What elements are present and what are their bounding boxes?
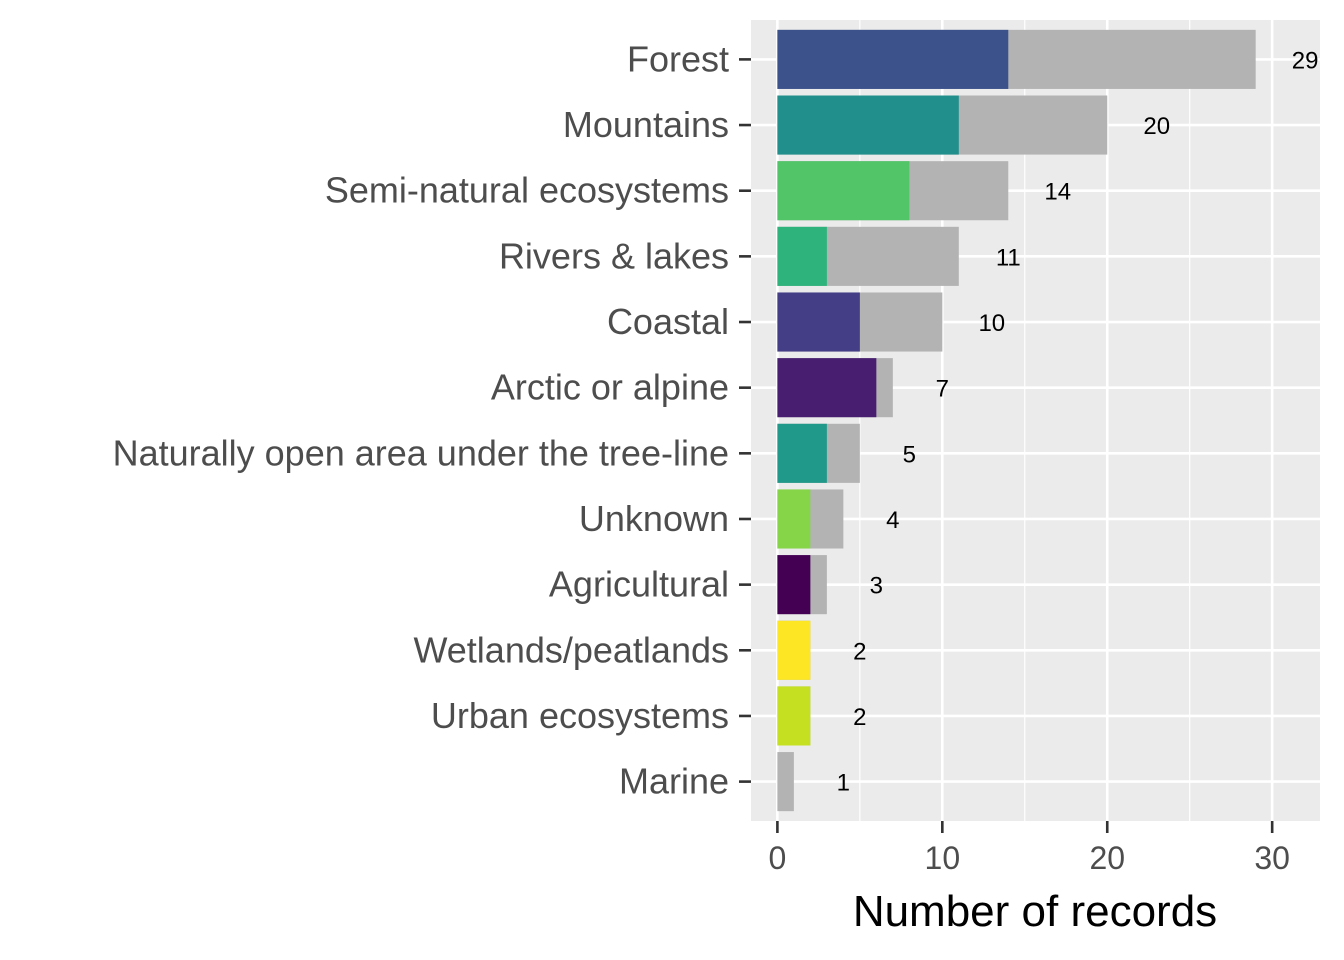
bar-highlight [777,423,827,483]
data-label: 14 [1044,179,1071,206]
bar-highlight [777,358,877,418]
data-label: 20 [1143,113,1170,140]
bar-highlight [777,620,811,680]
x-tick-label: 20 [1089,840,1125,876]
data-label: 4 [886,507,899,534]
data-label: 29 [1292,47,1319,74]
category-label: Unknown [579,498,729,539]
category-label: Arctic or alpine [491,367,729,408]
data-label: 5 [903,441,916,468]
data-label: 1 [837,770,850,797]
category-label: Rivers & lakes [499,235,729,276]
category-label: Urban ecosystems [431,695,729,736]
bar-highlight [777,292,860,352]
x-tick-label: 0 [768,840,786,876]
data-label: 10 [978,310,1005,337]
bar-highlight [777,226,827,286]
category-label: Mountains [563,104,729,145]
data-label: 3 [870,573,883,600]
bar-highlight [777,555,811,615]
category-label: Semi-natural ecosystems [325,170,729,211]
x-tick-label: 10 [925,840,961,876]
data-label: 2 [853,638,866,665]
category-label: Agricultural [549,564,729,605]
category-label: Wetlands/peatlands [413,629,729,670]
data-label: 7 [936,376,949,403]
bars [777,29,1256,812]
bar-highlight [777,686,811,746]
category-label: Forest [627,38,729,79]
x-axis-title: Number of records [853,887,1217,936]
bar-highlight [777,489,811,549]
x-tick-label: 30 [1254,840,1290,876]
y-axis: Forest Mountains Semi-natural ecosystems Ri… [113,38,751,802]
category-label: Naturally open area under the tree-line [113,432,729,473]
bar-highlight [777,161,910,221]
data-label: 11 [996,244,1021,271]
data-labels: 29 20 14 11 10 7 5 4 3 2 2 1 [837,47,1319,796]
bar-highlight [777,29,1009,89]
data-label: 2 [853,704,866,731]
x-axis: 0 10 20 30 [768,821,1290,876]
bar-total [777,752,794,812]
category-label: Coastal [607,301,729,342]
category-label: Marine [619,761,729,802]
bar-highlight [777,95,959,155]
